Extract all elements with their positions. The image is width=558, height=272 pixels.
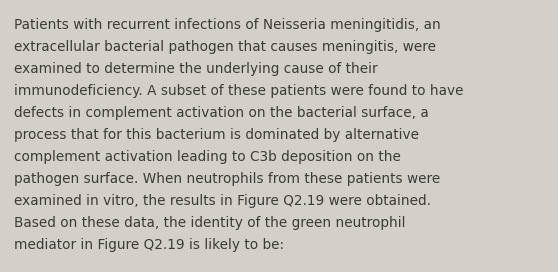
Text: examined in vitro, the results in Figure Q2.19 were obtained.: examined in vitro, the results in Figure… bbox=[14, 194, 431, 208]
Text: Patients with recurrent infections of Neisseria meningitidis, an: Patients with recurrent infections of Ne… bbox=[14, 18, 441, 32]
Text: pathogen surface. When neutrophils from these patients were: pathogen surface. When neutrophils from … bbox=[14, 172, 440, 186]
Text: process that for this bacterium is dominated by alternative: process that for this bacterium is domin… bbox=[14, 128, 419, 142]
Text: extracellular bacterial pathogen that causes meningitis, were: extracellular bacterial pathogen that ca… bbox=[14, 40, 436, 54]
Text: examined to determine the underlying cause of their: examined to determine the underlying cau… bbox=[14, 62, 378, 76]
Text: defects in complement activation on the bacterial surface, a: defects in complement activation on the … bbox=[14, 106, 429, 120]
Text: immunodeficiency. A subset of these patients were found to have: immunodeficiency. A subset of these pati… bbox=[14, 84, 464, 98]
Text: complement activation leading to C3b deposition on the: complement activation leading to C3b dep… bbox=[14, 150, 401, 164]
Text: Based on these data, the identity of the green neutrophil: Based on these data, the identity of the… bbox=[14, 216, 406, 230]
Text: mediator in Figure Q2.19 is likely to be:: mediator in Figure Q2.19 is likely to be… bbox=[14, 238, 284, 252]
